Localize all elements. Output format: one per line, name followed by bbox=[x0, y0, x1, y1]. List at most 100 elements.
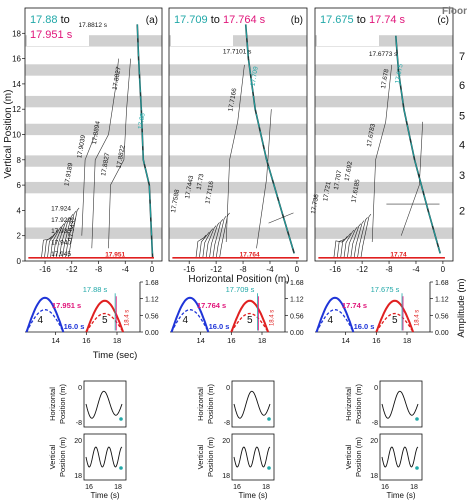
legend-range-top: 17.88 to bbox=[30, 14, 70, 26]
curve-label: 17.675 bbox=[394, 63, 404, 84]
inset-top-ytick: -8 bbox=[372, 420, 378, 427]
trajectory-curve bbox=[400, 121, 423, 236]
amplitude-panel-3: 14 16 18 0.00 0.56 1.12 1.68 17.675 s 17.74 s 4 5 1… bbox=[315, 280, 449, 345]
pulse-4-curve bbox=[170, 296, 210, 333]
curve-label: 17.7588 bbox=[170, 189, 181, 214]
inset-horizontal-trace bbox=[233, 390, 271, 419]
trajectory-curve bbox=[219, 212, 230, 259]
trajectory-curve bbox=[53, 223, 65, 259]
floor-band bbox=[315, 35, 453, 47]
legend-box bbox=[27, 10, 89, 46]
amp-x-tick-label: 14 bbox=[196, 336, 204, 345]
inset-bottom-ytick: 20 bbox=[222, 438, 230, 445]
curve-label: 17.9039 bbox=[76, 134, 87, 159]
inset-top-ytick: 0 bbox=[226, 385, 230, 392]
x-tick-label: -4 bbox=[266, 265, 274, 274]
floor-band bbox=[25, 227, 162, 239]
legend-mid: to bbox=[354, 14, 369, 26]
amp-x-tick-label: 18 bbox=[113, 336, 121, 345]
floor-band bbox=[25, 181, 162, 194]
trajectory-curve bbox=[202, 228, 214, 259]
trajectory-curve bbox=[268, 212, 294, 224]
x-tick-label: -16 bbox=[39, 265, 51, 274]
curve-label: 17.935 bbox=[51, 228, 71, 235]
inset-x-axis-label: Time (s) bbox=[90, 491, 119, 500]
amp-y-tick-label: 0.56 bbox=[290, 313, 304, 320]
inset-xtick: 18 bbox=[114, 484, 122, 491]
inset-marker-dot bbox=[267, 466, 271, 470]
floor-label-3: 3 bbox=[459, 170, 465, 182]
inset-top-ylabel: Horizontal bbox=[48, 387, 57, 421]
pulse-4-time-label: 16.0 s bbox=[64, 322, 85, 331]
inset-top-frame bbox=[83, 380, 127, 428]
pulse-5-label: 5 bbox=[247, 315, 253, 326]
inset-top-ylabel: Horizontal bbox=[344, 387, 353, 421]
x-tick-label: -12 bbox=[66, 265, 78, 274]
x-tick-label: -4 bbox=[412, 265, 420, 274]
trajectory-curve bbox=[360, 214, 372, 259]
pulse-5-time-label: 18.4 s bbox=[125, 310, 131, 326]
x-tick-label: -8 bbox=[385, 265, 393, 274]
pulse-4-time-label: 16.0 s bbox=[209, 322, 230, 331]
trajectory-curve bbox=[350, 223, 362, 259]
pulse-5-time-label: 18.4 s bbox=[270, 310, 276, 326]
inset-top-ytick: -8 bbox=[76, 420, 82, 427]
pulse-4-dashed bbox=[25, 309, 64, 333]
amp-y-tick-label: 0.00 bbox=[435, 330, 449, 337]
y-tick-label: 18 bbox=[12, 29, 21, 38]
x-tick-label: -8 bbox=[239, 265, 247, 274]
curve-label: 17.924 bbox=[51, 205, 71, 212]
inset-x-axis-label: Time (s) bbox=[386, 491, 415, 500]
inset-top-ylabel: Position (m) bbox=[58, 383, 67, 424]
curve-label: 17.692 bbox=[344, 160, 354, 181]
curve-label: 17.951 bbox=[105, 252, 125, 259]
floor-header: Floor bbox=[442, 6, 467, 17]
trajectory-curve bbox=[62, 214, 74, 259]
trajectory-panel-1: -16 -12 -8 -4 0 0 2 4 6 8 10 12 14 16 18 17.88 to 17.95… bbox=[12, 7, 163, 274]
inset-bottom-ytick: 20 bbox=[74, 438, 82, 445]
inset-top-ylabel: Position (m) bbox=[354, 383, 363, 424]
pulse-4-label: 4 bbox=[328, 315, 334, 326]
floor-band bbox=[169, 35, 307, 47]
panel-label: (b) bbox=[291, 15, 303, 26]
plot-frame bbox=[314, 7, 454, 262]
pulse-5-dashed bbox=[230, 312, 269, 333]
curve-label: 17.88 bbox=[137, 112, 147, 130]
inset-xtick: 16 bbox=[85, 484, 93, 491]
legend-box bbox=[317, 10, 379, 46]
legend-to-value: 17.74 s bbox=[369, 14, 406, 26]
y-tick-label: 14 bbox=[12, 80, 21, 89]
y-tick-label: 12 bbox=[12, 105, 21, 114]
curve-label: 17.8827 bbox=[112, 66, 123, 91]
inset-bottom-ylabel: Vertical bbox=[196, 444, 205, 469]
inset-vertical-trace bbox=[85, 446, 123, 468]
trajectory-curve bbox=[357, 217, 368, 259]
main-x-axis-label: Horizontal Position (m) bbox=[188, 274, 289, 285]
floor-label-5: 5 bbox=[459, 111, 465, 123]
trajectory-curve bbox=[81, 134, 96, 236]
trajectory-panel-3: -16 -12 -8 -4 0 17.675 to 17.74 s (c) 17.6773 s… bbox=[310, 7, 454, 274]
plot-frame bbox=[168, 7, 308, 262]
floor-band bbox=[169, 123, 307, 136]
pulse-4-curve bbox=[25, 296, 65, 333]
amp-x-axis-label: Time (sec) bbox=[93, 350, 138, 361]
legend-from-value: 17.709 bbox=[174, 14, 208, 26]
x-tick-label: 0 bbox=[441, 265, 446, 274]
curve-label: 17.9432 bbox=[67, 216, 78, 241]
pulse-5-label: 5 bbox=[392, 315, 398, 326]
pulse-5-curve bbox=[85, 299, 125, 333]
inset-horizontal-trace bbox=[381, 390, 419, 419]
y-tick-label: 2 bbox=[17, 232, 22, 241]
pulse-4-dashed bbox=[170, 309, 209, 333]
curve-label: 17.929 bbox=[51, 217, 71, 224]
pulse-4-label: 4 bbox=[183, 315, 189, 326]
inset-bottom-ytick: 18 bbox=[370, 473, 378, 480]
inset-bottom-ylabel: Position (m) bbox=[206, 436, 215, 477]
trajectory-curve bbox=[91, 58, 119, 249]
trajectory-main-dark bbox=[136, 24, 154, 258]
inset-top-ytick: 0 bbox=[374, 385, 378, 392]
amp-magenta-label: 17.764 s bbox=[197, 301, 226, 310]
inset-marker-dot bbox=[415, 466, 419, 470]
